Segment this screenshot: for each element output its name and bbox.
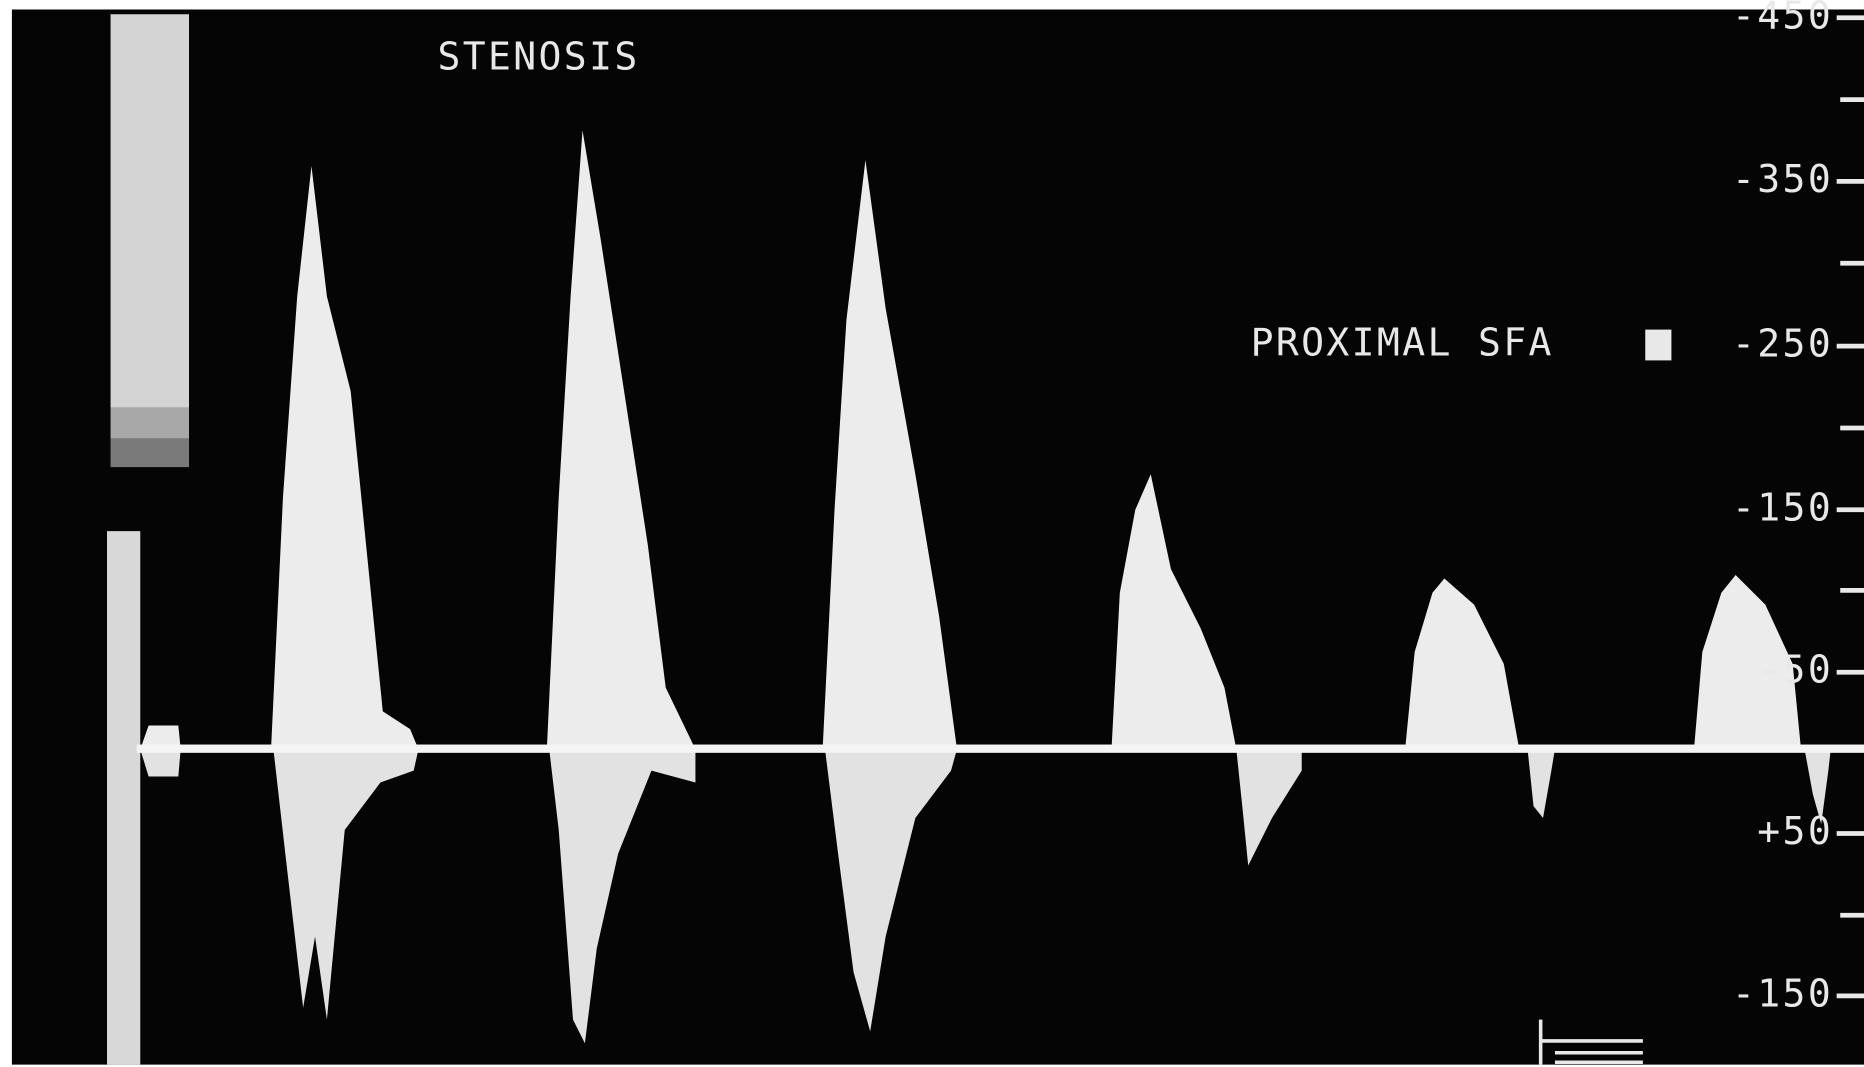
- gain-bar-mark: [111, 408, 189, 439]
- scale-label: -50: [1757, 648, 1833, 692]
- scale-label: -350: [1732, 157, 1833, 201]
- scale-label: -250: [1732, 322, 1833, 366]
- page: STENOSIS PROXIMAL SFA -450 -350 -250 -150 -5…: [0, 0, 1864, 1067]
- gain-bar-mark: [111, 439, 189, 467]
- doppler-screen: STENOSIS PROXIMAL SFA -450 -350 -250 -150 -5…: [0, 0, 1864, 1067]
- scale-label: -450: [1732, 0, 1833, 37]
- baseline: [137, 745, 1864, 753]
- site-label: PROXIMAL SFA: [1251, 321, 1554, 365]
- gain-bar: [111, 14, 189, 408]
- scale-label: -150: [1732, 971, 1833, 1015]
- scale-label: -150: [1732, 485, 1833, 529]
- depth-bar: [107, 531, 140, 1065]
- cursor-block: [1645, 330, 1671, 361]
- title-label: STENOSIS: [437, 35, 639, 79]
- scale-label: +50: [1757, 809, 1833, 853]
